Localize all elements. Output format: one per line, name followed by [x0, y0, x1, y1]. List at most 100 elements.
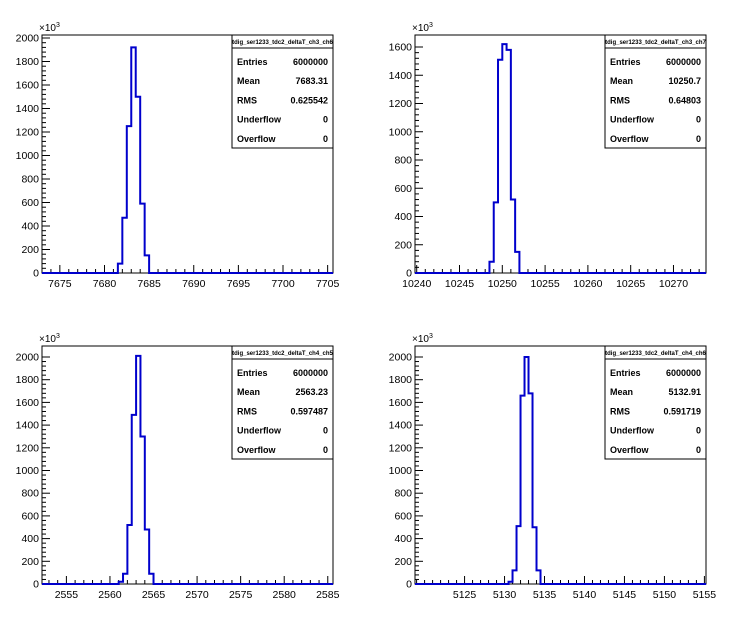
x-tick-label: 5145 [613, 589, 637, 601]
stats-row-value: 6000000 [293, 57, 328, 67]
y-tick-label: 200 [21, 244, 39, 256]
y-exponent-label: ×103 [39, 22, 60, 34]
x-tick-label: 2580 [273, 589, 297, 601]
x-tick-label: 2555 [55, 589, 79, 601]
y-tick-label: 400 [394, 533, 412, 545]
exponent-base: ×10 [39, 334, 56, 345]
y-tick-label: 1400 [389, 420, 413, 432]
stats-row-label: Entries [610, 57, 641, 67]
stats-box-frame [604, 345, 707, 460]
x-tick-label: 7690 [182, 278, 206, 290]
y-exponent-label: ×103 [412, 22, 433, 34]
stats-box-name: tdig_ser1233_tdc2_deltaT_ch4_ch5 [232, 351, 333, 357]
stats-row-value: 0 [323, 134, 328, 144]
y-exponent-text: ×103 [39, 333, 60, 345]
y-tick-label: 1400 [389, 70, 413, 82]
y-exponent-label: ×103 [412, 333, 433, 345]
stats-row-value: 0 [696, 134, 701, 144]
x-tick-label: 5140 [573, 589, 597, 601]
stats-row-value: 0 [323, 445, 328, 455]
x-tick-label: 5155 [693, 589, 717, 601]
stats-row-label: Mean [237, 387, 260, 397]
x-tick-label: 7695 [227, 278, 251, 290]
y-tick-label: 1000 [389, 126, 413, 138]
y-tick-label: 1400 [16, 420, 40, 432]
exponent-power: 3 [429, 22, 433, 29]
x-tick-label: 7680 [93, 278, 117, 290]
x-tick-label: 10270 [659, 278, 688, 290]
stats-row-value: 0.591719 [663, 406, 701, 416]
stats-row-label: Mean [610, 387, 633, 397]
histogram-panel-4: ×103 0 200 400 600 800 1000 1200 1400 1600 1800 200… [389, 333, 717, 601]
y-tick-label: 1800 [16, 56, 40, 68]
stats-row-value: 0.625542 [290, 95, 328, 105]
x-tick-label: 10255 [530, 278, 559, 290]
y-tick-label: 600 [394, 183, 412, 195]
stats-box-frame [604, 34, 707, 149]
x-tick-label: 7675 [48, 278, 72, 290]
y-tick-label: 400 [21, 221, 39, 233]
y-tick-label: 2000 [389, 352, 413, 364]
stats-box-name: tdig_ser1233_tdc2_deltaT_ch3_ch6 [232, 40, 333, 46]
y-tick-label: 1600 [16, 397, 40, 409]
x-tick-label: 7685 [137, 278, 161, 290]
y-tick-label: 0 [33, 579, 39, 591]
x-tick-label: 2565 [142, 589, 166, 601]
x-tick-label: 10245 [445, 278, 474, 290]
stats-box: tdig_ser1233_tdc2_deltaT_ch3_ch6 Entries 6… [231, 34, 334, 149]
x-tick-label: 5125 [453, 589, 477, 601]
y-tick-label: 400 [394, 211, 412, 223]
exponent-base: ×10 [412, 23, 429, 34]
y-tick-label: 2000 [16, 33, 40, 45]
histogram-panel-2: ×103 0 200 400 600 800 1000 1200 1400 1600 10240 10… [389, 22, 707, 290]
stats-row-label: RMS [610, 406, 630, 416]
stats-row-label: Underflow [237, 115, 282, 125]
y-tick-label: 1000 [389, 465, 413, 477]
histogram-bin [502, 44, 506, 273]
histogram-panel-3: ×103 0 200 400 600 800 1000 1200 1400 1600 1800 200… [16, 333, 340, 601]
stats-row-value: 0 [323, 115, 328, 125]
x-tick-label: 10240 [402, 278, 431, 290]
y-tick-label: 1000 [16, 465, 40, 477]
x-tick-label: 5130 [493, 589, 517, 601]
y-tick-label: 0 [406, 268, 412, 280]
histogram-step-line [42, 46, 333, 274]
exponent-power: 3 [56, 22, 60, 29]
histogram-step-line [415, 356, 706, 585]
y-tick-label: 600 [394, 510, 412, 522]
stats-row-value: 7683.31 [295, 76, 328, 86]
y-tick-label: 1600 [389, 397, 413, 409]
stats-row-label: Underflow [237, 426, 282, 436]
y-tick-label: 1400 [16, 103, 40, 115]
stats-row-value: 6000000 [666, 368, 701, 378]
x-tick-label: 2560 [98, 589, 122, 601]
stats-row-label: Mean [237, 76, 260, 86]
stats-row-label: Overflow [610, 445, 650, 455]
histogram-panel-1: ×103 0 200 400 600 800 1000 1200 1400 1600 1800 200… [16, 22, 340, 290]
y-tick-label: 200 [21, 556, 39, 568]
y-tick-label: 1200 [16, 127, 40, 139]
y-tick-label: 1800 [389, 374, 413, 386]
stats-row-label: Entries [237, 368, 268, 378]
y-tick-label: 800 [21, 488, 39, 500]
histogram-step-line [42, 354, 333, 585]
y-tick-label: 200 [394, 556, 412, 568]
x-tick-label: 2570 [185, 589, 209, 601]
y-tick-label: 600 [21, 197, 39, 209]
stats-row-label: RMS [237, 406, 257, 416]
exponent-power: 3 [429, 333, 433, 340]
x-tick-label: 7700 [271, 278, 295, 290]
stats-row-label: Entries [610, 368, 641, 378]
stats-row-label: Entries [237, 57, 268, 67]
stats-box-name: tdig_ser1233_tdc2_deltaT_ch3_ch7 [605, 40, 706, 46]
stats-row-label: Mean [610, 76, 633, 86]
x-tick-label: 7705 [316, 278, 340, 290]
stats-row-label: Overflow [237, 134, 277, 144]
stats-box: tdig_ser1233_tdc2_deltaT_ch4_ch5 Entries 6… [231, 345, 334, 460]
stats-row-value: 0.64803 [668, 95, 701, 105]
stats-row-value: 6000000 [293, 368, 328, 378]
stats-box-name: tdig_ser1233_tdc2_deltaT_ch4_ch6 [605, 351, 706, 357]
y-tick-label: 1200 [16, 442, 40, 454]
y-tick-label: 1000 [16, 150, 40, 162]
